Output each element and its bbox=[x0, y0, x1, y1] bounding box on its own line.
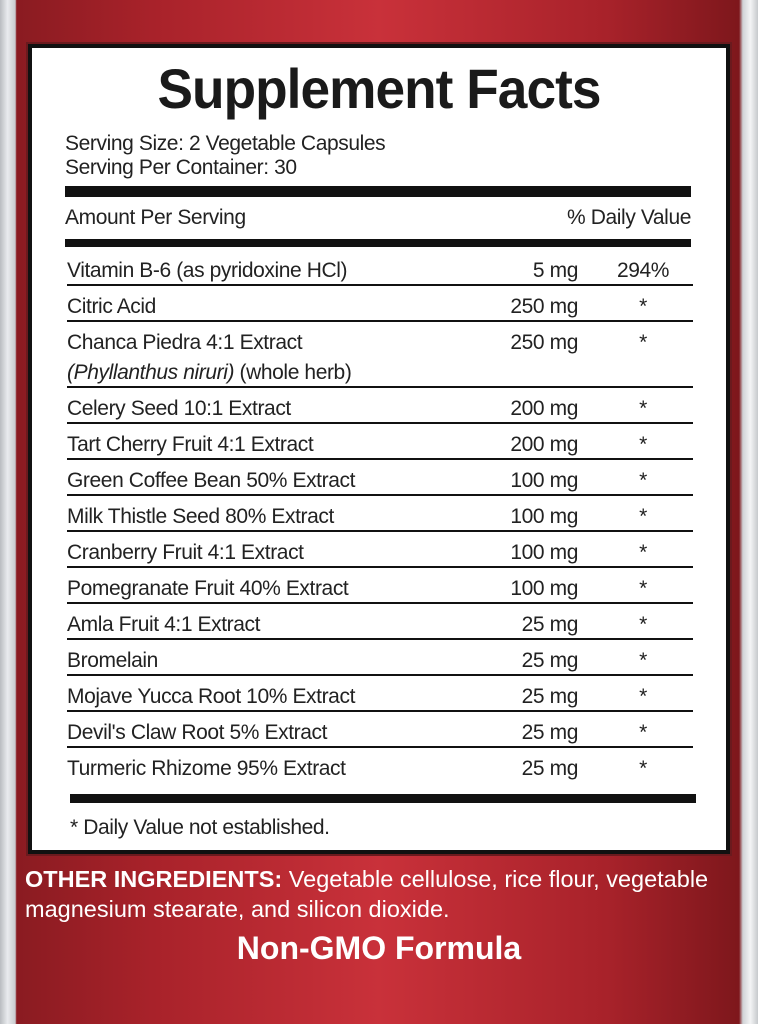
column-header: Amount Per Serving % Daily Value bbox=[65, 206, 691, 230]
other-ingredients: OTHER INGREDIENTS: Vegetable cellulose, … bbox=[25, 864, 735, 924]
ingredient-name: Milk Thistle Seed 80% Extract bbox=[67, 505, 334, 528]
ingredient-name: Vitamin B-6 (as pyridoxine HCl) bbox=[67, 259, 348, 282]
divider-thick bbox=[70, 794, 696, 803]
ingredient-row: Pomegranate Fruit 40% Extract 100 mg * bbox=[67, 568, 693, 604]
ingredient-name: Pomegranate Fruit 40% Extract bbox=[67, 577, 349, 600]
ingredient-name: Mojave Yucca Root 10% Extract bbox=[67, 685, 355, 708]
daily-value-header: % Daily Value bbox=[567, 206, 691, 229]
ingredient-name: Bromelain bbox=[67, 649, 158, 672]
ingredient-daily-value: 294% bbox=[616, 259, 670, 282]
footnote: * Daily Value not established. bbox=[70, 816, 330, 839]
ingredient-amount: 25 mg bbox=[521, 685, 579, 708]
ingredient-row: Vitamin B-6 (as pyridoxine HCl) 5 mg 294… bbox=[67, 250, 693, 286]
ingredient-daily-value: * bbox=[639, 397, 647, 420]
ingredient-amount: 200 mg bbox=[510, 397, 578, 420]
ingredient-row: Mojave Yucca Root 10% Extract 25 mg * bbox=[67, 676, 693, 712]
ingredient-daily-value: * bbox=[639, 331, 647, 354]
ingredient-daily-value: * bbox=[639, 721, 647, 744]
ingredient-row: Celery Seed 10:1 Extract 200 mg * bbox=[67, 388, 693, 424]
ingredient-amount: 250 mg bbox=[510, 295, 578, 318]
ingredient-amount: 100 mg bbox=[510, 577, 578, 600]
ingredient-row: Devil's Claw Root 5% Extract 25 mg * bbox=[67, 712, 693, 748]
ingredient-name: Citric Acid bbox=[67, 295, 156, 318]
divider-thick bbox=[65, 186, 691, 197]
ingredient-name: Celery Seed 10:1 Extract bbox=[67, 397, 291, 420]
ingredient-row: Chanca Piedra 4:1 Extract (Phyllanthus ni… bbox=[67, 322, 693, 388]
ingredient-row: Cranberry Fruit 4:1 Extract 100 mg * bbox=[67, 532, 693, 568]
ingredient-note: (whole herb) bbox=[234, 361, 352, 384]
other-ingredients-text: Vegetable cellulose, rice flour, vegetab… bbox=[25, 866, 709, 922]
ingredient-daily-value: * bbox=[639, 685, 647, 708]
amount-header: Amount Per Serving bbox=[65, 206, 246, 229]
ingredient-daily-value: * bbox=[639, 577, 647, 600]
supplement-facts-panel: Supplement Facts Serving Size: 2 Vegetab… bbox=[28, 44, 730, 854]
ingredient-name: Chanca Piedra 4:1 Extract bbox=[67, 331, 303, 354]
ingredient-amount: 250 mg bbox=[510, 331, 578, 354]
ingredient-name: Devil's Claw Root 5% Extract bbox=[67, 721, 328, 744]
ingredient-daily-value: * bbox=[639, 541, 647, 564]
other-ingredients-label: OTHER INGREDIENTS: bbox=[25, 866, 283, 892]
ingredient-daily-value: * bbox=[639, 505, 647, 528]
ingredient-daily-value: * bbox=[639, 469, 647, 492]
serving-size: Serving Size: 2 Vegetable Capsules bbox=[65, 132, 386, 155]
servings-per-container: Serving Per Container: 30 bbox=[65, 156, 297, 179]
ingredient-latin-name: (Phyllanthus niruri) bbox=[67, 361, 235, 384]
ingredient-row: Milk Thistle Seed 80% Extract 100 mg * bbox=[67, 496, 693, 532]
ingredient-daily-value: * bbox=[639, 613, 647, 636]
ingredient-daily-value: * bbox=[639, 433, 647, 456]
ingredient-name: Amla Fruit 4:1 Extract bbox=[67, 613, 261, 636]
ingredient-amount: 25 mg bbox=[521, 757, 579, 780]
ingredient-amount: 25 mg bbox=[521, 721, 579, 744]
panel-title: Supplement Facts bbox=[157, 57, 601, 120]
ingredient-amount: 100 mg bbox=[510, 505, 578, 528]
ingredient-row: Tart Cherry Fruit 4:1 Extract 200 mg * bbox=[67, 424, 693, 460]
ingredient-row: Citric Acid 250 mg * bbox=[67, 286, 693, 322]
ingredient-amount: 100 mg bbox=[510, 469, 578, 492]
ingredient-amount: 200 mg bbox=[510, 433, 578, 456]
divider-thick bbox=[65, 239, 691, 247]
ingredient-amount: 25 mg bbox=[521, 649, 579, 672]
ingredient-name: Green Coffee Bean 50% Extract bbox=[67, 469, 356, 492]
ingredient-row: Bromelain 25 mg * bbox=[67, 640, 693, 676]
ingredient-amount: 25 mg bbox=[521, 613, 579, 636]
ingredient-amount: 100 mg bbox=[510, 541, 578, 564]
ingredient-daily-value: * bbox=[639, 295, 647, 318]
ingredient-name: Tart Cherry Fruit 4:1 Extract bbox=[67, 433, 314, 456]
ingredient-row: Amla Fruit 4:1 Extract 25 mg * bbox=[67, 604, 693, 640]
ingredient-daily-value: * bbox=[639, 649, 647, 672]
ingredient-name: Cranberry Fruit 4:1 Extract bbox=[67, 541, 304, 564]
ingredient-row: Green Coffee Bean 50% Extract 100 mg * bbox=[67, 460, 693, 496]
ingredient-row: Turmeric Rhizome 95% Extract 25 mg * bbox=[67, 748, 693, 784]
ingredient-daily-value: * bbox=[639, 757, 647, 780]
ingredient-name: Turmeric Rhizome 95% Extract bbox=[67, 757, 346, 780]
ingredient-amount: 5 mg bbox=[532, 259, 578, 282]
non-gmo-badge: Non-GMO Formula bbox=[236, 930, 522, 966]
ingredient-table: Vitamin B-6 (as pyridoxine HCl) 5 mg 294… bbox=[67, 250, 693, 784]
